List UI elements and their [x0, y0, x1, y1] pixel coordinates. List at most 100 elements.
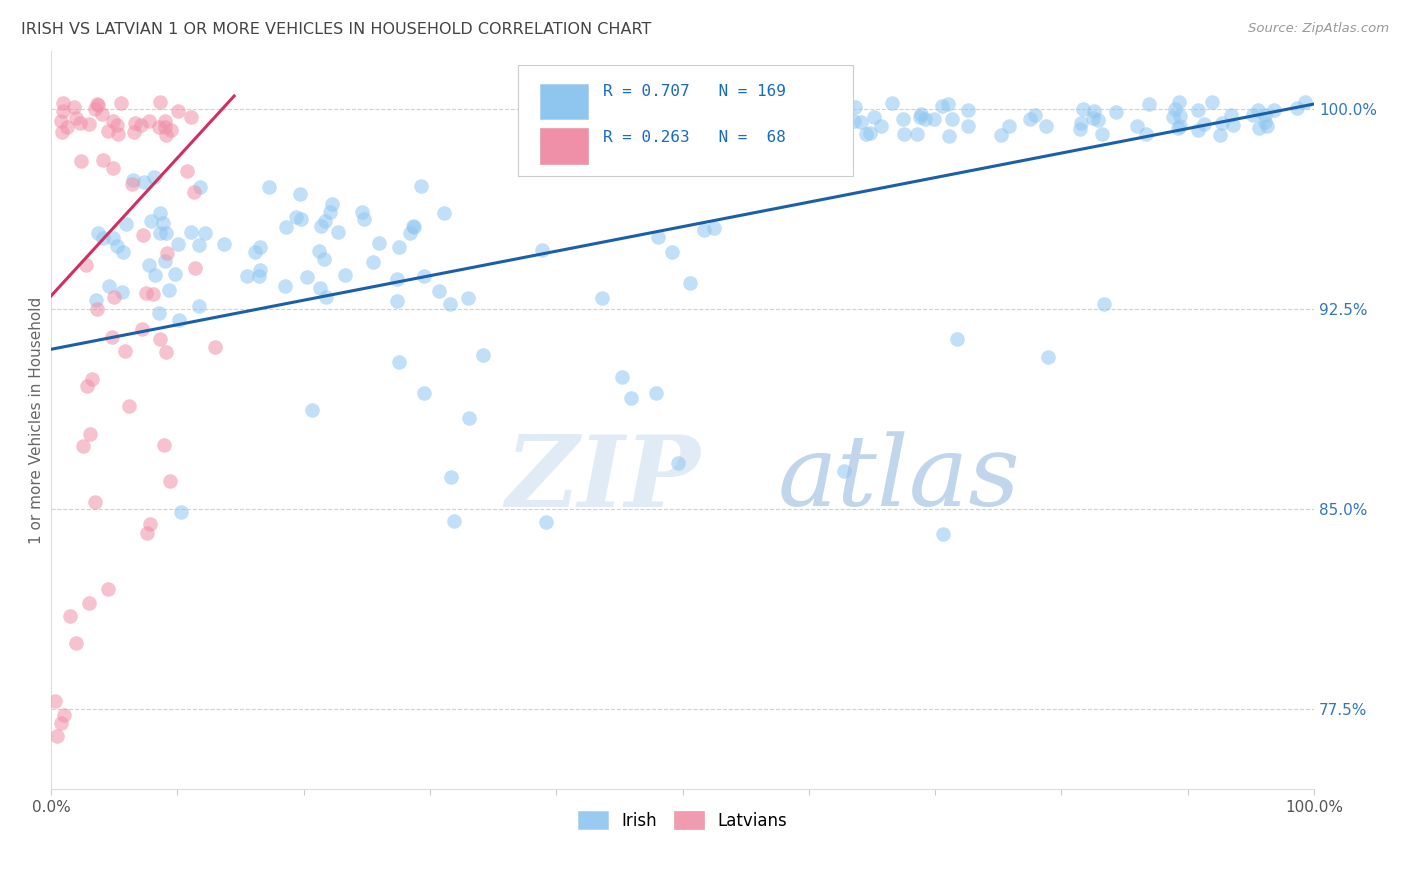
Point [49, 715, 72, 730]
Point [112, 245, 135, 260]
Point [52, 104, 75, 119]
Point [1035, 120, 1057, 134]
Point [957, 119, 980, 133]
Point [740, 103, 762, 118]
Point [1024, 108, 1046, 122]
Point [153, 254, 176, 268]
Point [86, 98, 108, 112]
Point [46, 729, 69, 743]
Point [148, 120, 170, 134]
Point [1285, 101, 1308, 115]
Point [1135, 128, 1157, 142]
Point [155, 128, 177, 142]
Point [83, 494, 105, 508]
Point [180, 225, 202, 239]
Point [1018, 112, 1040, 127]
Point [1209, 128, 1232, 142]
Y-axis label: 1 or more Vehicles in Household: 1 or more Vehicles in Household [30, 296, 44, 543]
Point [166, 237, 188, 252]
Point [105, 238, 128, 252]
Point [666, 456, 689, 470]
Point [145, 268, 167, 282]
Point [1161, 111, 1184, 125]
Point [1083, 103, 1105, 118]
Point [118, 399, 141, 413]
Point [855, 127, 877, 141]
Point [284, 210, 307, 224]
Point [288, 187, 311, 202]
Point [1126, 119, 1149, 133]
Point [728, 109, 751, 123]
Point [274, 278, 297, 293]
Point [97, 278, 120, 293]
Point [155, 345, 177, 359]
Point [194, 227, 217, 241]
Point [124, 115, 146, 129]
Point [301, 402, 323, 417]
Point [938, 97, 960, 112]
Point [97, 582, 120, 597]
Point [1083, 112, 1105, 126]
Point [350, 205, 373, 219]
Point [176, 163, 198, 178]
Point [385, 271, 408, 285]
Point [107, 128, 129, 142]
Point [679, 276, 702, 290]
Point [610, 369, 633, 384]
Point [957, 103, 980, 117]
Text: IRISH VS LATVIAN 1 OR MORE VEHICLES IN HOUSEHOLD CORRELATION CHART: IRISH VS LATVIAN 1 OR MORE VEHICLES IN H… [21, 22, 651, 37]
Point [69, 116, 91, 130]
Point [103, 290, 125, 304]
Point [433, 206, 456, 220]
Point [661, 244, 683, 259]
Point [457, 291, 479, 305]
Point [718, 109, 741, 123]
Point [1071, 103, 1094, 117]
Point [1211, 116, 1233, 130]
Point [235, 268, 257, 283]
Point [1167, 95, 1189, 109]
Point [132, 175, 155, 189]
Point [157, 283, 180, 297]
Point [184, 261, 207, 276]
Point [1137, 96, 1160, 111]
Point [276, 220, 298, 235]
Point [149, 227, 172, 241]
Point [290, 212, 312, 227]
Point [65, 112, 87, 126]
Point [321, 197, 343, 211]
Point [1168, 109, 1191, 123]
Point [741, 120, 763, 135]
Point [167, 312, 190, 326]
Point [105, 118, 128, 132]
Point [97, 124, 120, 138]
Point [52, 96, 75, 111]
Point [155, 227, 177, 241]
Point [170, 505, 193, 519]
Point [163, 267, 186, 281]
Point [101, 330, 124, 344]
Point [311, 219, 333, 233]
Point [155, 120, 177, 135]
Point [148, 305, 170, 319]
Point [814, 125, 837, 139]
Point [243, 245, 266, 260]
Point [159, 474, 181, 488]
Point [1170, 119, 1192, 133]
Point [859, 126, 882, 140]
Point [142, 286, 165, 301]
Point [647, 230, 669, 244]
Point [439, 297, 461, 311]
Point [458, 410, 481, 425]
Point [143, 169, 166, 184]
Point [402, 219, 425, 234]
Point [536, 516, 558, 530]
Point [101, 161, 124, 176]
Point [1167, 121, 1189, 136]
Point [91, 106, 114, 120]
FancyBboxPatch shape [540, 84, 588, 120]
Point [257, 179, 280, 194]
Point [832, 464, 855, 478]
Point [1222, 118, 1244, 132]
Point [1187, 122, 1209, 136]
